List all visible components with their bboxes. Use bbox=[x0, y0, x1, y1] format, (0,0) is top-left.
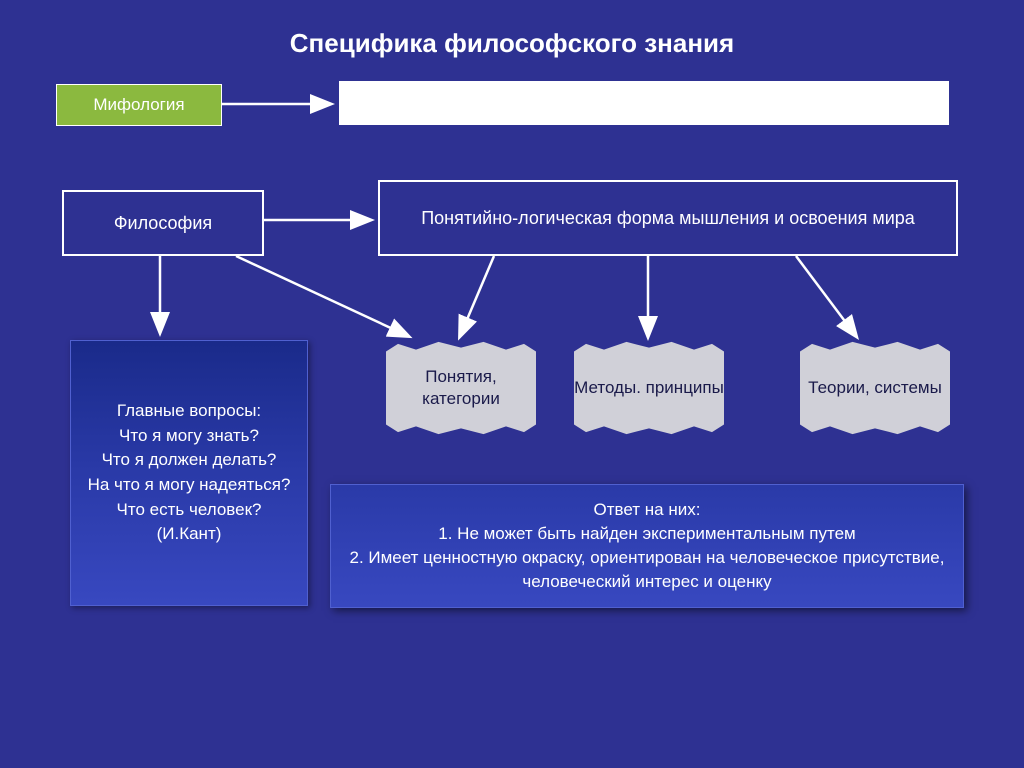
answer-box: Ответ на них: 1. Не может быть найден эк… bbox=[330, 484, 964, 608]
mythology-label: Мифология bbox=[93, 95, 184, 115]
scroll-theories: Теории, системы bbox=[800, 340, 950, 436]
answer-heading: Ответ на них: bbox=[594, 498, 701, 522]
main-questions-box: Главные вопросы: Что я могу знать? Что я… bbox=[70, 340, 308, 606]
scroll-theories-label: Теории, системы bbox=[800, 340, 950, 436]
answer-line-2: 2. Имеет ценностную окраску, ориентирова… bbox=[341, 546, 953, 594]
mythology-box: Мифология bbox=[56, 84, 222, 126]
scroll-methods-label: Методы. принципы bbox=[574, 340, 724, 436]
scroll-methods: Методы. принципы bbox=[574, 340, 724, 436]
scroll-concepts-label: Понятия, категории bbox=[386, 340, 536, 436]
blank-white-box bbox=[338, 80, 950, 126]
page-title: Специфика философского знания bbox=[0, 28, 1024, 59]
question-4: Что есть человек? bbox=[117, 498, 262, 523]
conceptual-form-box: Понятийно-логическая форма мышления и ос… bbox=[378, 180, 958, 256]
question-2: Что я должен делать? bbox=[102, 448, 277, 473]
questions-heading: Главные вопросы: bbox=[117, 399, 261, 424]
questions-author: (И.Кант) bbox=[157, 522, 222, 547]
conceptual-text: Понятийно-логическая форма мышления и ос… bbox=[421, 206, 915, 230]
scroll-concepts: Понятия, категории bbox=[386, 340, 536, 436]
answer-line-1: 1. Не может быть найден экспериментальны… bbox=[438, 522, 855, 546]
question-3: На что я могу надеяться? bbox=[88, 473, 291, 498]
philosophy-label: Философия bbox=[114, 213, 212, 234]
question-1: Что я могу знать? bbox=[119, 424, 259, 449]
philosophy-box: Философия bbox=[62, 190, 264, 256]
